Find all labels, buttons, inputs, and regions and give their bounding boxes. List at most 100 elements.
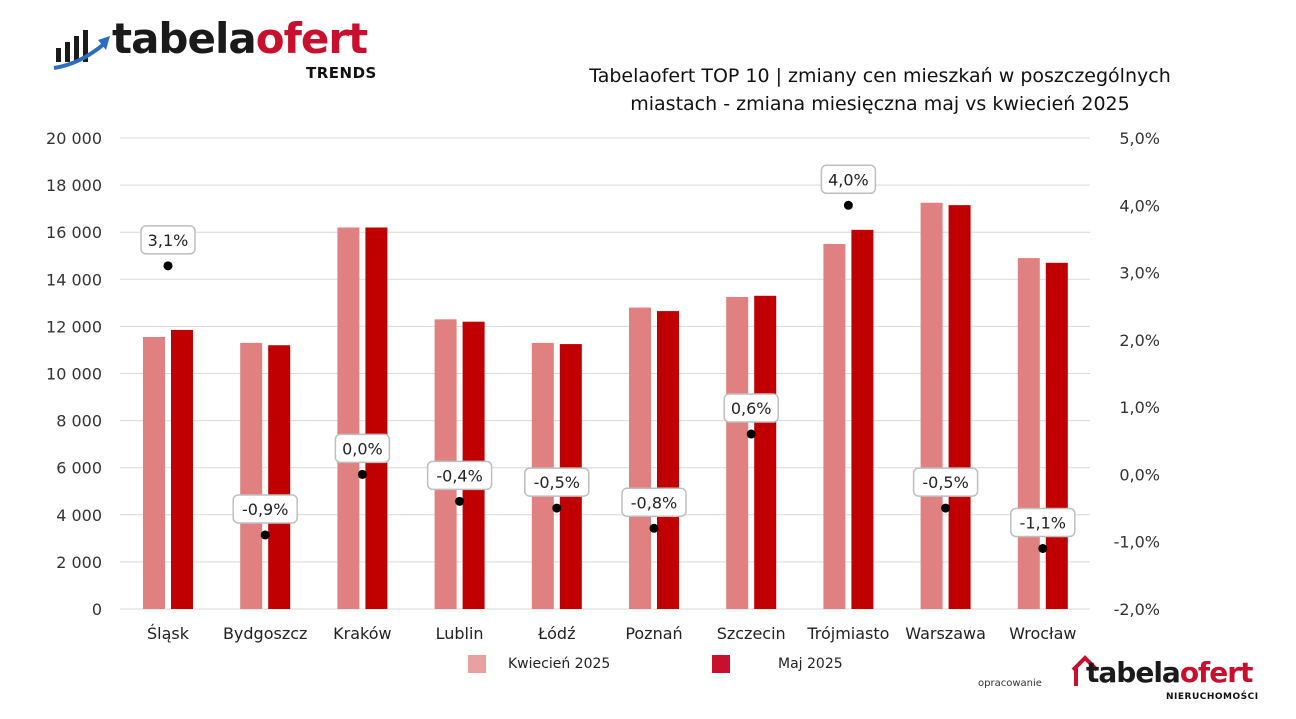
change-label-box	[232, 494, 298, 524]
right-tick-label: 0,0%	[1119, 465, 1160, 484]
legend: Kwiecień 2025 Maj 2025	[468, 655, 888, 679]
legend-item-may: Maj 2025	[712, 655, 843, 673]
change-label-box	[426, 460, 493, 491]
logo-subtitle: TRENDS	[306, 64, 377, 82]
footer-prefix: opracowanie	[978, 678, 1042, 689]
bar-may	[754, 295, 777, 609]
left-tick-label: 10 000	[46, 365, 102, 384]
right-tick-label: 1,0%	[1119, 398, 1160, 417]
category-label: Szczecin	[717, 624, 786, 643]
category-label: Śląsk	[147, 624, 190, 643]
bar-april	[629, 307, 651, 609]
right-axis: -2,0% -1,0% 0,0% 1,0% 2,0% 3,0% 4,0% 5,0%	[1114, 129, 1160, 619]
left-axis: 0 2 000 4 000 6 000 8 000 10 000 12 000 14 000 1…	[46, 129, 102, 619]
change-point	[649, 523, 659, 533]
house-logo-icon	[1071, 655, 1099, 686]
left-tick-label: 8 000	[56, 412, 102, 431]
chart-title: Tabelaofert TOP 10 | zmiany cen mieszkań…	[520, 62, 1240, 118]
chart-title-line-2: miastach - zmiana miesięczna maj vs kwie…	[630, 93, 1130, 115]
bar-april	[920, 202, 943, 609]
left-tick-label: 14 000	[46, 270, 102, 289]
footer-subtitle: NIERUCHOMOŚCI	[1166, 692, 1259, 702]
left-tick-label: 2 000	[56, 553, 102, 572]
change-point	[552, 503, 562, 513]
legend-label-may: Maj 2025	[778, 656, 843, 672]
change-point	[941, 503, 951, 513]
bar-may	[365, 227, 388, 610]
logo-wordmark: tabelaofert	[112, 14, 368, 63]
left-tick-label: 16 000	[46, 223, 102, 242]
tabelaofert-trends-logo: tabelaofert TRENDS	[52, 14, 392, 84]
change-label: 4,0%	[828, 170, 869, 189]
category-labels: Śląsk Bydgoszcz Kraków Lublin Łódź Poznań Szcz…	[147, 624, 1076, 643]
right-tick-label: -2,0%	[1114, 600, 1160, 619]
change-label-box	[334, 433, 391, 464]
legend-swatch-may	[712, 655, 730, 673]
left-tick-label: 12 000	[46, 317, 102, 336]
bar-chart-logo-icon	[53, 30, 110, 70]
category-label: Trójmiasto	[806, 624, 889, 643]
footer-brand: opracowanie tabelaofert NIERUCHOMOŚCI	[978, 654, 1278, 712]
bar-may	[948, 205, 971, 609]
category-label: Poznań	[625, 624, 682, 643]
change-label: -0,8%	[631, 493, 677, 512]
change-point	[455, 496, 465, 506]
change-label-box	[820, 164, 877, 195]
change-points: 3,1% -0,9% 0,0% -0,4% -0,5% -0,8% 0,6% 4,0% -0,5…	[140, 164, 1076, 553]
bar-april	[823, 243, 846, 609]
change-point	[746, 429, 756, 439]
bar-may	[268, 345, 291, 609]
bar-may	[657, 311, 679, 609]
legend-swatch-april	[468, 655, 486, 673]
change-point	[843, 200, 853, 210]
change-label: -0,9%	[242, 500, 288, 519]
right-tick-label: 5,0%	[1119, 129, 1160, 148]
left-tick-label: 18 000	[46, 176, 102, 195]
change-label: -0,5%	[922, 473, 968, 492]
change-label-box	[1010, 507, 1076, 538]
bars	[143, 202, 1068, 610]
bar-may	[1045, 262, 1068, 609]
legend-item-april: Kwiecień 2025	[468, 655, 610, 673]
category-label: Warszawa	[905, 624, 986, 643]
change-label-box	[912, 467, 979, 497]
legend-label-april: Kwiecień 2025	[508, 656, 611, 672]
right-tick-label: 2,0%	[1119, 331, 1160, 350]
change-label: -1,1%	[1020, 513, 1066, 532]
bar-april	[143, 336, 165, 609]
category-label: Wrocław	[1009, 624, 1076, 643]
change-label: 3,1%	[148, 231, 189, 250]
change-label-box	[621, 487, 687, 518]
bar-april	[726, 296, 749, 609]
change-label-box	[723, 393, 779, 423]
change-label-box	[140, 225, 196, 255]
right-tick-label: 4,0%	[1119, 196, 1160, 215]
change-label: -0,5%	[534, 473, 580, 492]
left-tick-label: 6 000	[56, 459, 102, 478]
bar-april	[1017, 258, 1040, 609]
change-point	[1038, 543, 1048, 553]
change-point	[357, 469, 367, 479]
category-label: Łódź	[537, 624, 575, 643]
bar-april	[337, 227, 360, 610]
category-label: Lublin	[436, 624, 484, 643]
bar-may	[851, 229, 874, 609]
right-tick-label: -1,0%	[1114, 533, 1160, 552]
change-label-box	[524, 467, 590, 497]
bar-april	[240, 342, 263, 609]
change-label: 0,6%	[731, 399, 772, 418]
bar-may	[171, 329, 193, 609]
category-label: Bydgoszcz	[223, 624, 307, 643]
left-tick-label: 0	[92, 600, 102, 619]
chart-title-line-1: Tabelaofert TOP 10 | zmiany cen mieszkań…	[589, 65, 1171, 87]
footer-wordmark: tabelaofert	[1086, 656, 1253, 689]
change-point	[260, 530, 270, 540]
change-label: -0,4%	[436, 466, 482, 485]
right-tick-label: 3,0%	[1119, 264, 1160, 283]
left-tick-label: 20 000	[46, 129, 102, 148]
left-tick-label: 4 000	[56, 506, 102, 525]
category-label: Kraków	[333, 624, 391, 643]
change-label: 0,0%	[342, 439, 383, 458]
change-point	[163, 261, 173, 271]
